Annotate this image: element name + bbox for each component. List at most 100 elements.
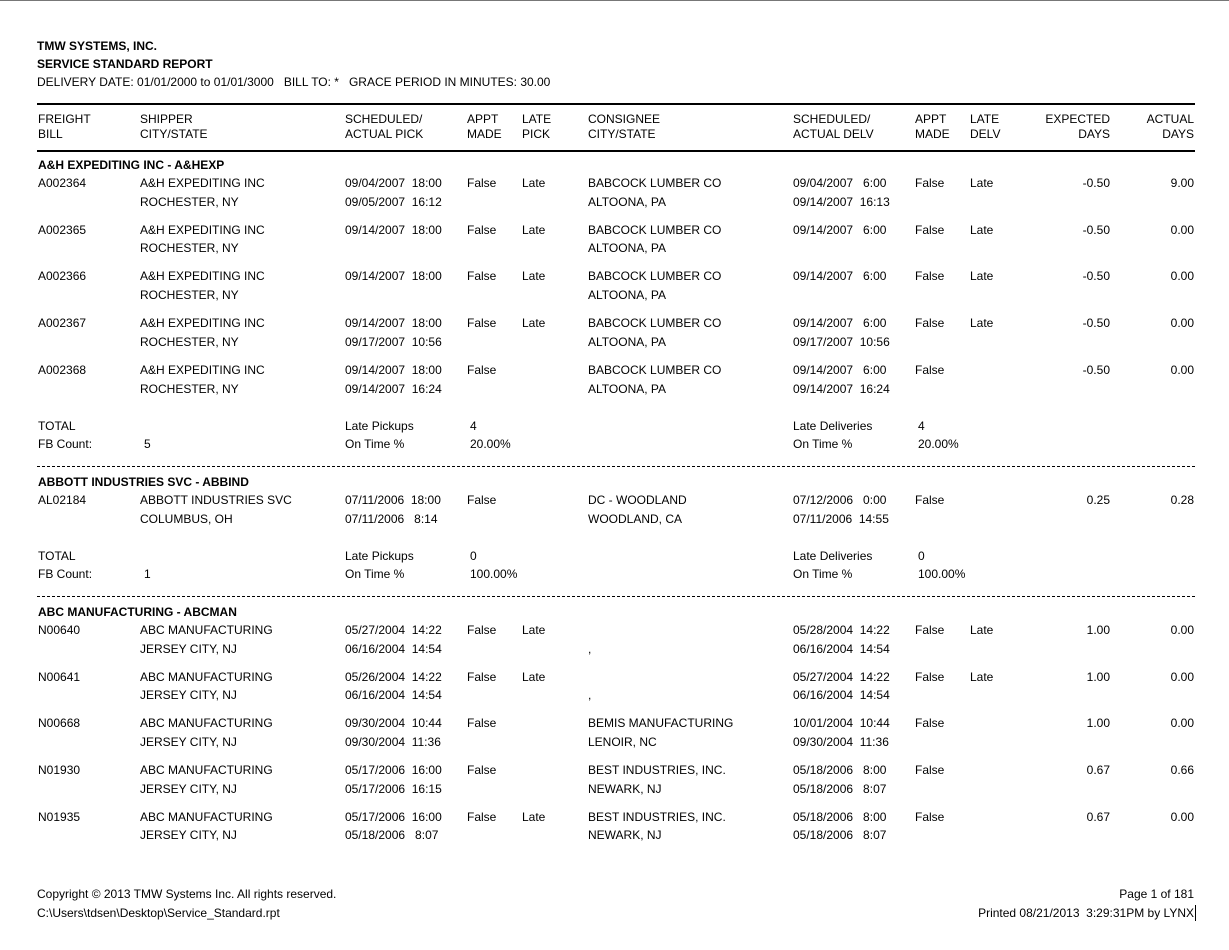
scheduled-delivery: 09/14/2007 6:00 (793, 316, 887, 331)
freight-bill: N01930 (38, 762, 81, 777)
actual-pick: 06/16/2004 14:54 (345, 641, 442, 656)
delivery-on-time-value: 100.00% (918, 566, 966, 581)
appt-made-pick: False (467, 269, 497, 284)
column-header: APPT (915, 112, 947, 126)
consignee-city-state: ALTOONA, PA (588, 381, 667, 396)
actual-delivery: 06/16/2004 14:54 (793, 688, 890, 703)
fb-count-label: FB Count: (38, 566, 93, 581)
late-pickups-label: Late Pickups (345, 548, 414, 563)
consignee-city-state: ALTOONA, PA (588, 288, 667, 303)
freight-bill: A002368 (38, 362, 87, 377)
total-label: TOTAL (38, 418, 76, 433)
shipper-city-state: JERSEY CITY, NJ (140, 781, 237, 796)
shipper-city-state: ROCHESTER, NY (140, 194, 239, 209)
actual-pick: 09/30/2004 11:36 (345, 734, 441, 749)
shipper-city-state: JERSEY CITY, NJ (140, 688, 237, 703)
appt-made-delivery: False (915, 762, 945, 777)
appt-made-delivery: False (915, 809, 945, 824)
expected-days: -0.50 (1082, 362, 1110, 377)
freight-bill: A002364 (38, 176, 87, 190)
column-header: LATE (970, 112, 1000, 126)
actual-pick: 07/11/2006 8:14 (345, 511, 438, 526)
actual-delivery: 07/11/2006 14:55 (793, 511, 889, 526)
appt-made-delivery: False (915, 176, 945, 190)
consignee-city-state: WOODLAND, CA (588, 511, 683, 526)
consignee-city-state: LENOIR, NC (588, 734, 657, 749)
column-header: SCHEDULED/ (793, 112, 871, 126)
appt-made-delivery: False (915, 669, 945, 684)
scheduled-delivery: 09/04/2007 6:00 (793, 176, 887, 190)
freight-bill: N00668 (38, 716, 81, 731)
scheduled-pick: 05/27/2004 14:22 (345, 622, 442, 637)
expected-days: -0.50 (1082, 222, 1110, 237)
consignee-city-state: , (588, 688, 592, 703)
column-header: BILL (38, 127, 63, 141)
scheduled-pick: 09/14/2007 18:00 (345, 222, 442, 237)
file-path: C:\Users\tdsen\Desktop\Service_Standard.… (37, 906, 280, 920)
actual-delivery: 05/18/2006 8:07 (793, 828, 887, 843)
late-delivery: Late (970, 269, 994, 284)
consignee-city-state: ALTOONA, PA (588, 241, 667, 256)
column-header: FREIGHT (38, 112, 91, 126)
delivery-on-time-label: On Time % (793, 436, 853, 451)
appt-made-pick: False (467, 362, 497, 377)
shipper-name: A&H EXPEDITING INC (140, 269, 265, 284)
late-pick: Late (522, 269, 546, 284)
appt-made-delivery: False (915, 492, 945, 507)
scheduled-pick: 07/11/2006 18:00 (345, 492, 441, 507)
consignee-city-state: NEWARK, NJ (588, 828, 662, 843)
shipper-city-state: ROCHESTER, NY (140, 288, 239, 303)
scheduled-pick: 09/14/2007 18:00 (345, 269, 442, 284)
shipper-city-state: COLUMBUS, OH (140, 511, 233, 526)
report-criteria: DELIVERY DATE: 01/01/2000 to 01/01/3000 … (37, 75, 551, 89)
column-header: MADE (915, 127, 950, 141)
pickup-on-time-label: On Time % (345, 566, 405, 581)
column-header: CITY/STATE (588, 127, 656, 141)
consignee-name: BEST INDUSTRIES, INC. (588, 809, 726, 824)
expected-days: -0.50 (1082, 269, 1110, 284)
group-separator (37, 465, 1195, 467)
scheduled-pick: 05/17/2006 16:00 (345, 809, 442, 824)
column-header: DELV (970, 127, 1001, 141)
actual-pick: 09/17/2007 10:56 (345, 334, 442, 349)
freight-bill: A002367 (38, 316, 87, 331)
consignee-name: BEMIS MANUFACTURING (588, 716, 734, 731)
late-delivery: Late (970, 222, 994, 237)
shipper-name: A&H EXPEDITING INC (140, 316, 265, 331)
actual-days: 0.28 (1170, 492, 1194, 507)
column-header: CONSIGNEE (588, 112, 661, 126)
scheduled-pick: 09/14/2007 18:00 (345, 316, 442, 331)
fb-count-value: 5 (144, 436, 151, 451)
actual-days: 0.00 (1170, 362, 1194, 377)
shipper-name: ABC MANUFACTURING (140, 762, 273, 777)
shipper-name: A&H EXPEDITING INC (140, 222, 265, 237)
appt-made-pick: False (467, 492, 497, 507)
consignee-city-state: NEWARK, NJ (588, 781, 662, 796)
group-header: ABC MANUFACTURING - ABCMAN (38, 604, 237, 619)
scheduled-pick: 05/17/2006 16:00 (345, 762, 442, 777)
pickup-on-time-value: 100.00% (470, 566, 518, 581)
late-pickups-label: Late Pickups (345, 418, 414, 433)
appt-made-delivery: False (915, 222, 945, 237)
consignee-name: BABCOCK LUMBER CO (588, 362, 722, 377)
header-top-rule (37, 103, 1195, 105)
late-pick: Late (522, 316, 546, 331)
actual-delivery: 05/18/2006 8:07 (793, 781, 887, 796)
consignee-name: BABCOCK LUMBER CO (588, 269, 722, 284)
consignee-name: BABCOCK LUMBER CO (588, 316, 722, 331)
appt-made-pick: False (467, 176, 497, 190)
actual-days: 9.00 (1170, 176, 1194, 190)
shipper-city-state: ROCHESTER, NY (140, 241, 239, 256)
actual-days: 0.00 (1170, 809, 1194, 824)
actual-pick: 06/16/2004 14:54 (345, 688, 442, 703)
scheduled-delivery: 09/14/2007 6:00 (793, 222, 887, 237)
expected-days: 0.25 (1086, 492, 1110, 507)
appt-made-delivery: False (915, 316, 945, 331)
actual-pick: 09/14/2007 16:24 (345, 381, 442, 396)
consignee-name: BABCOCK LUMBER CO (588, 176, 722, 190)
shipper-city-state: JERSEY CITY, NJ (140, 641, 237, 656)
late-deliveries-label: Late Deliveries (793, 418, 873, 433)
expected-days: 0.67 (1086, 809, 1110, 824)
shipper-name: ABC MANUFACTURING (140, 669, 273, 684)
total-label: TOTAL (38, 548, 76, 563)
